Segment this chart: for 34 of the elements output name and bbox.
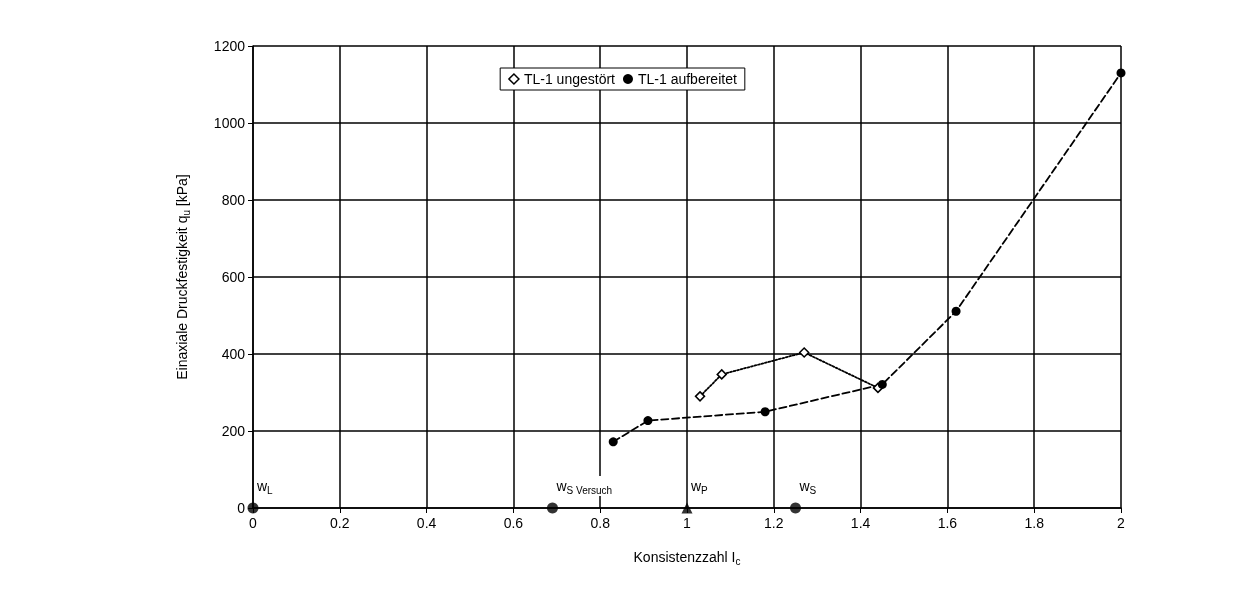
point: [877, 379, 887, 389]
x-tick-label: 0: [249, 515, 258, 531]
y-tick-label: 200: [221, 423, 246, 439]
point: [643, 416, 653, 426]
y-tick-label: 1000: [213, 115, 246, 131]
x-tick-label: 1.4: [850, 515, 871, 531]
y-tick-label: 600: [221, 269, 246, 285]
point: [951, 306, 961, 316]
point: [716, 369, 727, 380]
y-tick-label: 800: [221, 192, 246, 208]
x-tick-label: 2: [1117, 515, 1126, 531]
y-axis-title: Einaxiale Druckfestigkeit qu [kPa]: [174, 174, 192, 380]
x-tick-label: 1.6: [937, 515, 958, 531]
point: [608, 437, 618, 447]
point: [247, 502, 259, 514]
point: [798, 347, 810, 358]
legend-label: TL-1 ungestört: [523, 71, 616, 87]
point: [681, 502, 693, 514]
point: [1116, 68, 1126, 78]
point: [760, 407, 770, 417]
x-tick-label: 0.2: [330, 515, 350, 531]
point: [790, 502, 801, 514]
x-tick-label: 0.6: [503, 515, 524, 531]
x-tick-label: 1.2: [764, 515, 784, 531]
x-tick-label: 0.8: [590, 515, 611, 531]
y-tick-label: 400: [221, 346, 246, 362]
point: [694, 391, 706, 402]
y-tick-label: 0: [237, 500, 246, 516]
x-tick-label: 0.4: [416, 515, 437, 531]
x-tick-label: 1.8: [1024, 515, 1045, 531]
legend-label: TL-1 aufbereitet: [637, 71, 737, 87]
x-tick-label: 1: [683, 515, 692, 531]
y-tick-label: 1200: [213, 38, 246, 54]
point: [546, 502, 558, 514]
